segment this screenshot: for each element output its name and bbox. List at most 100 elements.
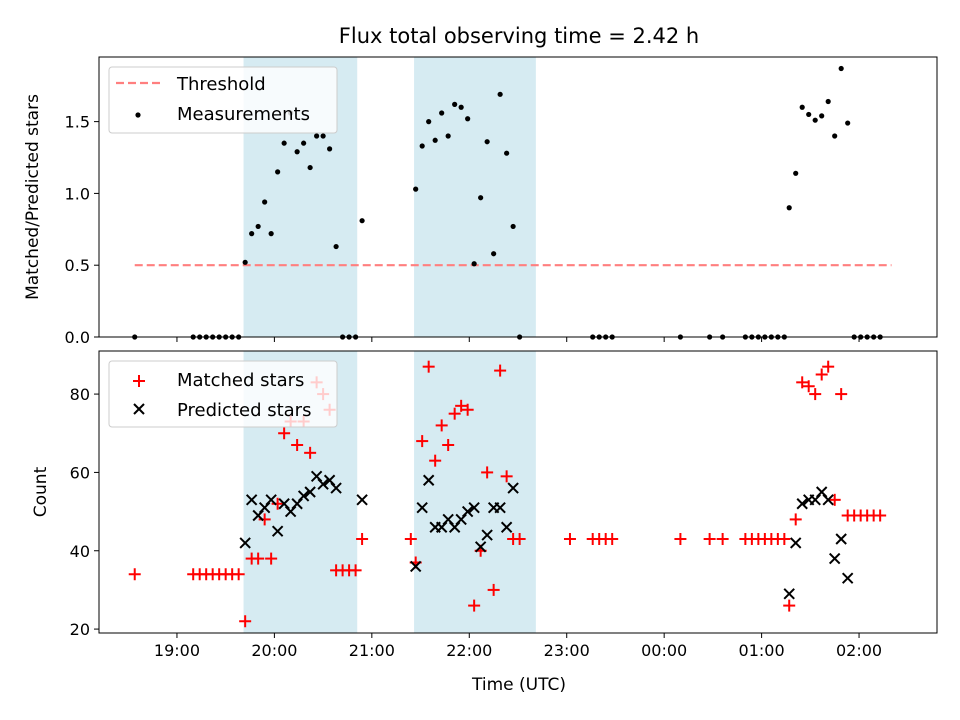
measurement-point <box>510 223 516 230</box>
measurement-point <box>806 111 812 118</box>
count-legend-box <box>108 360 338 428</box>
matched-star-point <box>468 599 481 612</box>
measurement-point <box>268 231 274 237</box>
matched-star-point <box>716 533 729 545</box>
matched-star-point <box>494 364 507 377</box>
y-tick-label: 20 <box>70 620 90 639</box>
matched-star-point <box>422 360 435 373</box>
matched-star-point <box>789 513 802 526</box>
matched-star-point <box>874 509 887 522</box>
matched-star-point <box>481 466 494 479</box>
measurement-point <box>320 133 326 139</box>
predicted-star-point <box>494 501 506 514</box>
y-tick-label: 60 <box>70 463 90 482</box>
measurement-point <box>812 117 818 123</box>
measurement-point <box>333 243 339 250</box>
measurement-point <box>262 199 268 205</box>
ratio-legend-box <box>108 66 338 134</box>
count-panel: 20 40 60 80 19:00 20:00 21:00 22:00 23:00 00:00 0… <box>31 350 938 695</box>
matched-legend-label: Matched stars <box>177 370 304 391</box>
matched-star-point <box>563 533 576 545</box>
measurement-point <box>465 116 471 122</box>
y-tick-label: 1.0 <box>65 184 90 203</box>
matched-star-point <box>778 533 791 545</box>
measurement-point <box>294 149 300 155</box>
y-tick-label: 40 <box>70 542 90 561</box>
measurement-point <box>426 119 432 125</box>
matched-star-point <box>815 368 828 381</box>
x-tick-label: 02:00 <box>836 641 882 660</box>
predicted-star-point <box>409 560 422 573</box>
measurement-point <box>497 91 503 97</box>
threshold-legend-label: Threshold <box>176 74 266 95</box>
x-tick-label: 23:00 <box>544 641 590 660</box>
chart-title: Flux total observing time = 2.42 h <box>339 24 699 48</box>
matched-star-point <box>356 533 369 545</box>
measurements-legend-label: Measurements <box>177 104 310 125</box>
predicted-star-point <box>304 486 316 498</box>
matched-star-point <box>271 497 284 510</box>
predicted-star-point <box>271 525 284 537</box>
matched-star-point <box>416 435 429 448</box>
measurement-point <box>478 195 484 201</box>
measurement-point <box>504 150 510 156</box>
measurement-point <box>281 140 287 146</box>
matched-star-point <box>828 493 841 506</box>
predicted-star-point <box>481 529 493 541</box>
matched-star-point <box>500 470 513 483</box>
matched-star-point <box>448 407 461 420</box>
predicted-star-point <box>265 494 277 506</box>
measurement-point <box>359 218 365 224</box>
matched-star-point <box>461 403 474 416</box>
matched-star-point <box>239 615 252 628</box>
measurement-point <box>825 98 831 105</box>
ratio-legend: Threshold Measurements <box>108 66 338 134</box>
measurement-point <box>845 120 851 126</box>
predicted-star-point <box>828 552 841 565</box>
count-plot-frame <box>98 350 938 634</box>
matched-star-point <box>304 446 317 459</box>
predicted-star-point <box>474 541 487 553</box>
predicted-star-point <box>835 533 847 545</box>
measurement-point <box>832 133 838 139</box>
count-y-axis-label: Count <box>31 466 51 517</box>
measurement-point <box>419 143 425 149</box>
y-tick-label: 80 <box>70 385 90 404</box>
y-tick-label: 0.5 <box>65 256 90 275</box>
matched-star-point <box>291 439 304 451</box>
count-legend: Matched stars Predicted stars <box>108 360 338 428</box>
predicted-star-point <box>317 478 329 490</box>
measurement-point <box>799 104 805 110</box>
observing-window-band <box>414 351 536 633</box>
predicted-star-point <box>468 501 480 514</box>
measurement-point <box>413 186 419 192</box>
predicted-legend-swatch <box>133 403 145 415</box>
predicted-star-point <box>500 521 513 533</box>
matched-star-point <box>487 583 500 596</box>
predicted-star-point <box>796 498 808 510</box>
measurement-point <box>255 223 261 230</box>
matched-star-point <box>796 376 809 389</box>
predicted-star-point <box>245 494 258 506</box>
predicted-star-point <box>783 588 795 600</box>
matched-star-point <box>822 360 835 373</box>
matched-star-point <box>258 513 271 526</box>
x-tick-label: 21:00 <box>349 641 395 660</box>
measurement-point <box>307 164 313 171</box>
matched-star-point <box>835 388 848 401</box>
predicted-star-point <box>416 501 428 514</box>
predicted-star-point <box>822 494 834 506</box>
matched-star-point <box>278 427 291 440</box>
predicted-star-point <box>422 474 435 486</box>
matched-star-point <box>265 552 278 565</box>
matched-star-point <box>809 388 822 401</box>
measurement-point <box>445 133 451 139</box>
predicted-star-point <box>297 490 310 502</box>
x-tick-label: 22:00 <box>446 641 492 660</box>
measurement-point <box>242 259 248 265</box>
y-tick-label: 1.5 <box>65 113 90 132</box>
measurement-point <box>439 110 445 116</box>
matched-star-point <box>435 419 448 432</box>
x-tick-label: 20:00 <box>251 641 297 660</box>
